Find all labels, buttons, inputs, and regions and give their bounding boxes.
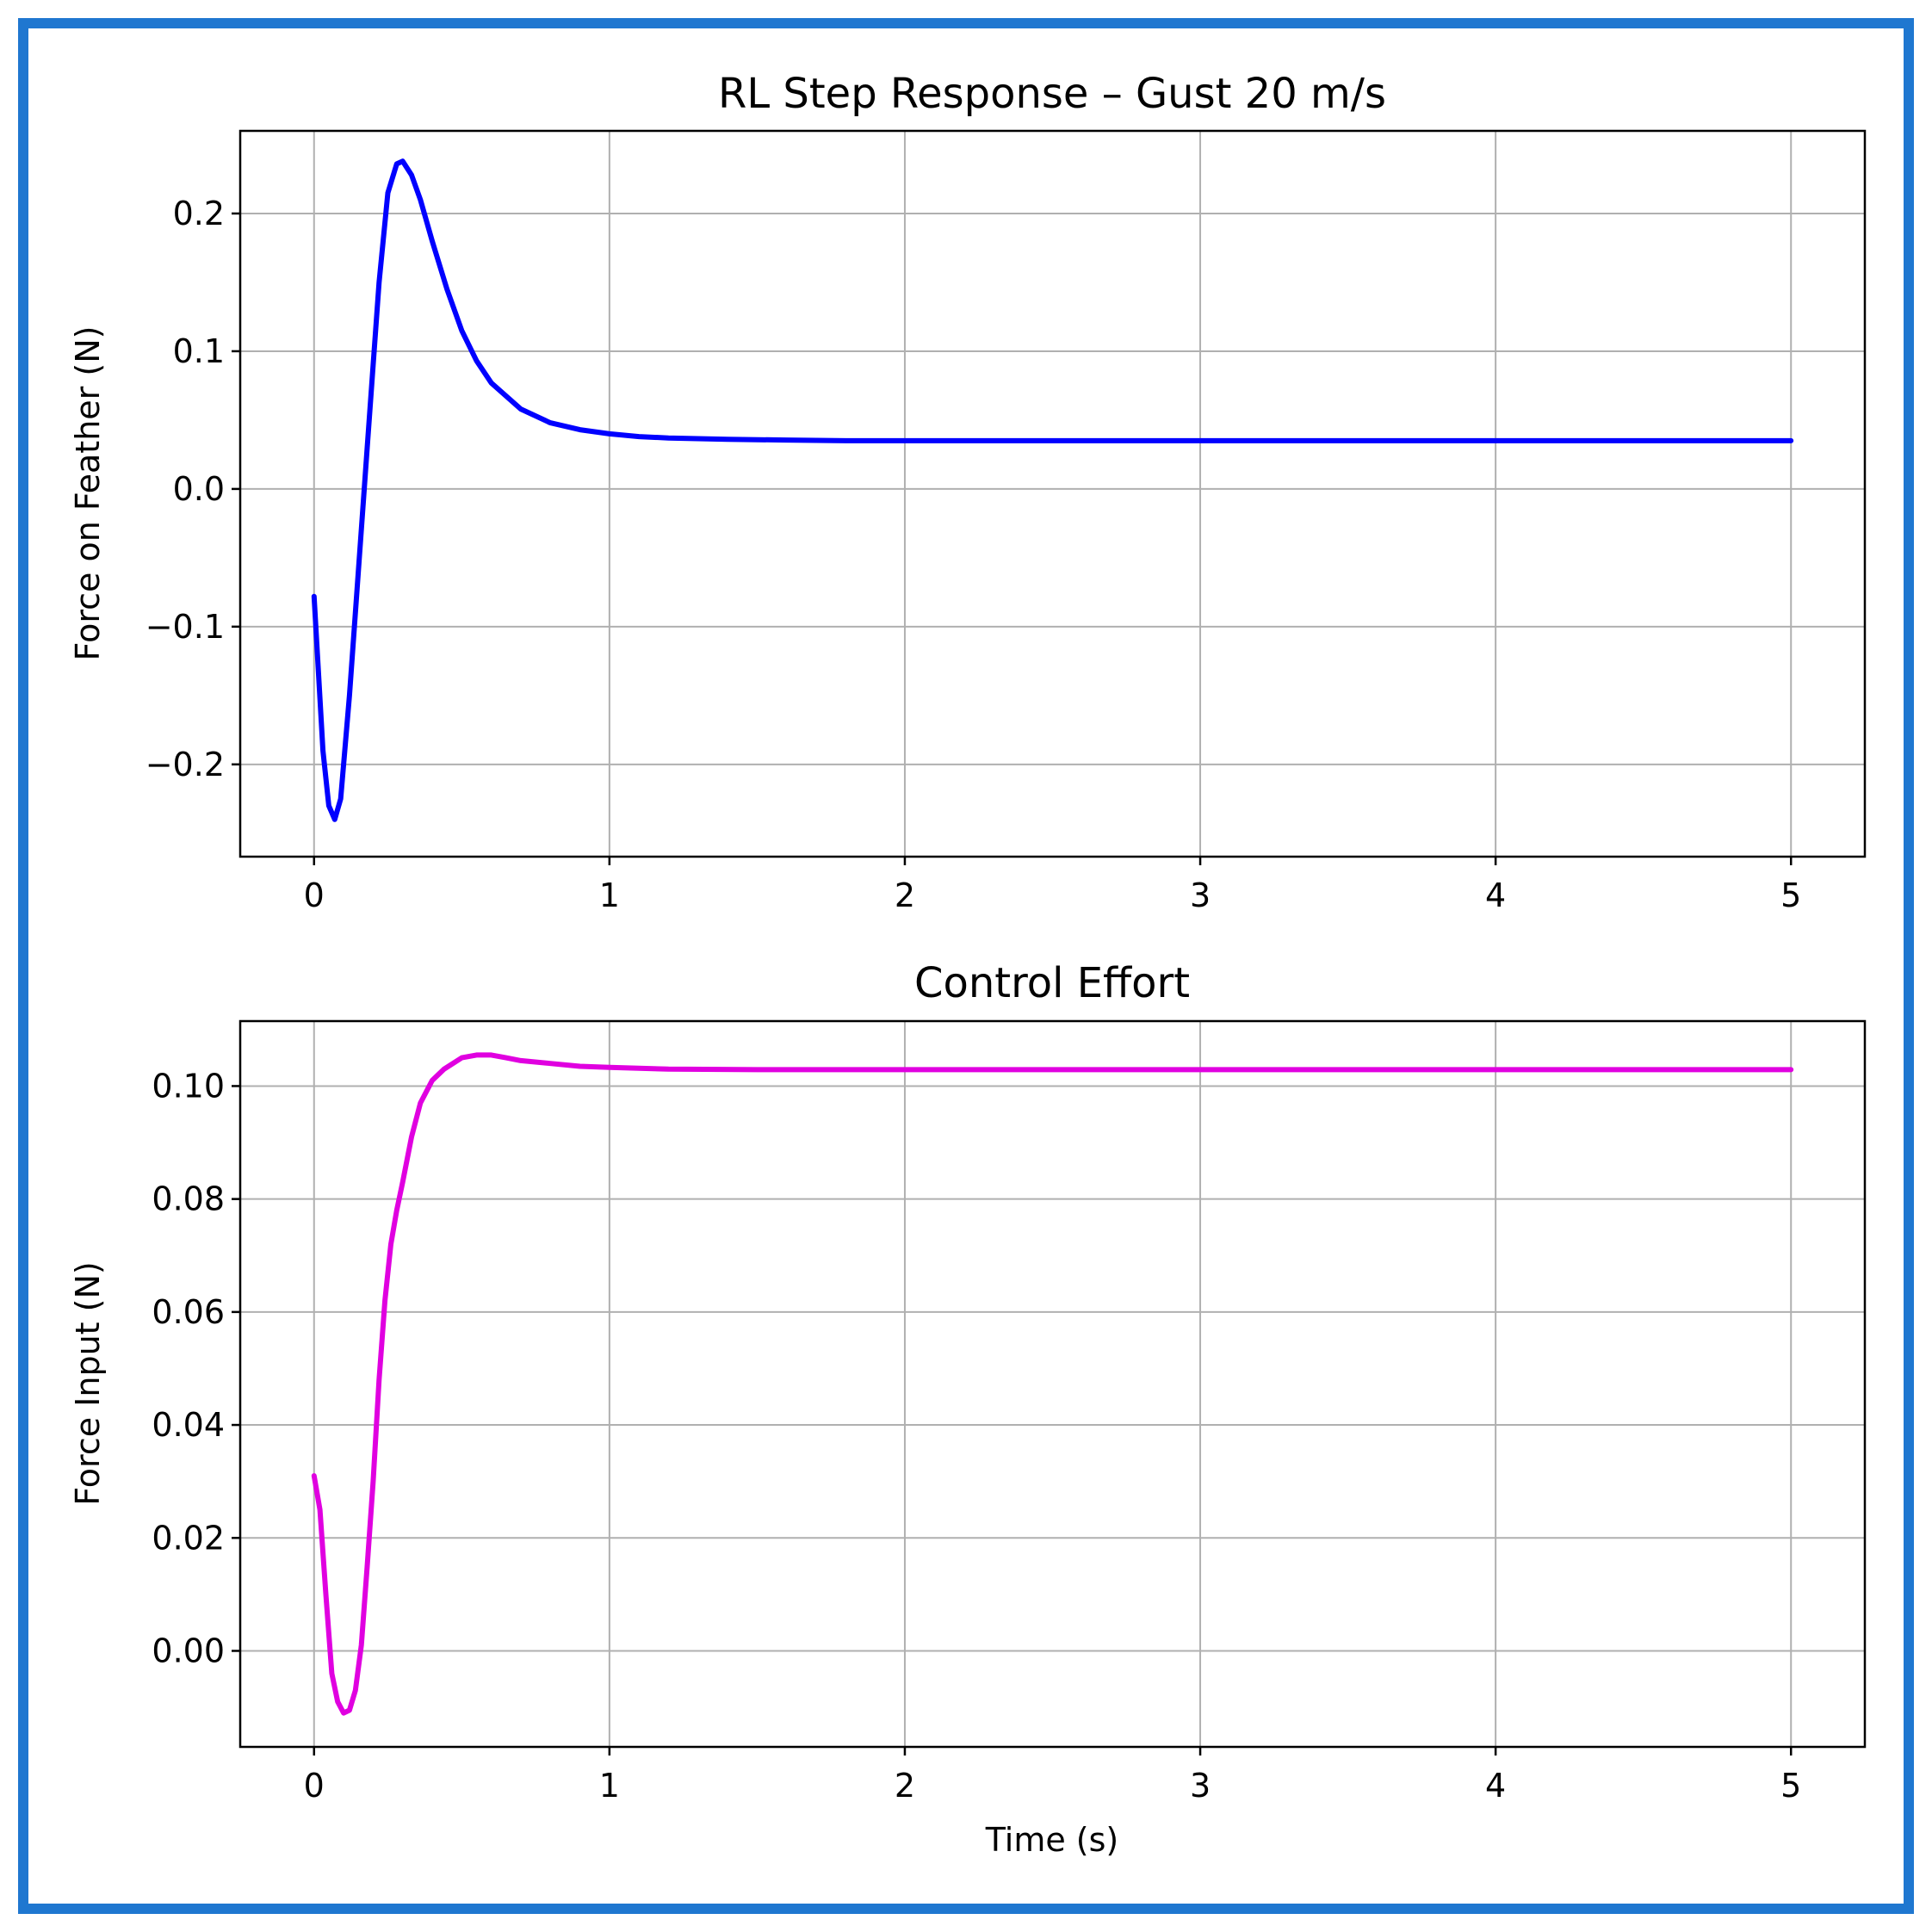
y-tick-label: 0.04 <box>152 1406 225 1444</box>
y-tick-label: 0.00 <box>152 1632 225 1669</box>
chart-bottom-title: Control Effort <box>914 959 1190 1007</box>
series-line <box>311 1052 1794 1716</box>
y-tick-label: −0.2 <box>146 746 225 783</box>
y-tick-label: 0.02 <box>152 1519 225 1557</box>
x-tick-label: 0 <box>304 876 325 914</box>
y-tick-label: 0.0 <box>173 470 225 508</box>
series-line <box>311 158 1794 822</box>
x-tick-label: 2 <box>895 876 915 914</box>
y-tick-label: 0.06 <box>152 1293 225 1331</box>
chart-top-title: RL Step Response – Gust 20 m/s <box>718 70 1386 118</box>
x-tick-label: 3 <box>1190 876 1211 914</box>
x-tick-label: 1 <box>599 1767 620 1805</box>
x-tick-label: 4 <box>1485 876 1506 914</box>
x-tick-label: 3 <box>1190 1767 1211 1805</box>
x-tick-label: 2 <box>895 1767 915 1805</box>
x-tick-label: 0 <box>304 1767 325 1805</box>
chart-bottom-grid <box>240 1021 1865 1747</box>
x-tick-label: 4 <box>1485 1767 1506 1805</box>
y-tick-label: 0.1 <box>173 332 225 370</box>
y-tick-label: 0.10 <box>152 1067 225 1105</box>
x-tick-label: 1 <box>599 876 620 914</box>
chart-top-axes-frame <box>238 129 1867 858</box>
figure-border <box>18 18 1914 1914</box>
chart-bottom-axes-frame <box>238 1019 1867 1749</box>
chart-bottom: Control Effort 0 1 2 3 4 5 0.00 0.02 0.04 0.06 0.0… <box>69 959 1867 1859</box>
x-tick-label: 5 <box>1780 876 1801 914</box>
x-tick-label: 5 <box>1780 1767 1801 1805</box>
y-tick-label: 0.08 <box>152 1180 225 1218</box>
chart-top-grid <box>240 131 1865 857</box>
chart-top: RL Step Response – Gust 20 m/s 0 1 2 3 4 5 −0.… <box>69 70 1867 914</box>
chart-top-ylabel: Force on Feather (N) <box>69 326 107 661</box>
chart-bottom-ylabel: Force Input (N) <box>69 1261 107 1505</box>
y-tick-label: −0.1 <box>146 608 225 646</box>
chart-bottom-series <box>311 1052 1794 1716</box>
chart-bottom-xlabel: Time (s) <box>985 1821 1119 1859</box>
chart-bottom-ticks: 0 1 2 3 4 5 0.00 0.02 0.04 0.06 0.08 0.10 <box>152 1067 1801 1805</box>
chart-top-series <box>311 158 1794 822</box>
y-tick-label: 0.2 <box>173 195 225 232</box>
chart-top-ticks: 0 1 2 3 4 5 −0.2 −0.1 0.0 0.1 0.2 <box>146 195 1802 914</box>
